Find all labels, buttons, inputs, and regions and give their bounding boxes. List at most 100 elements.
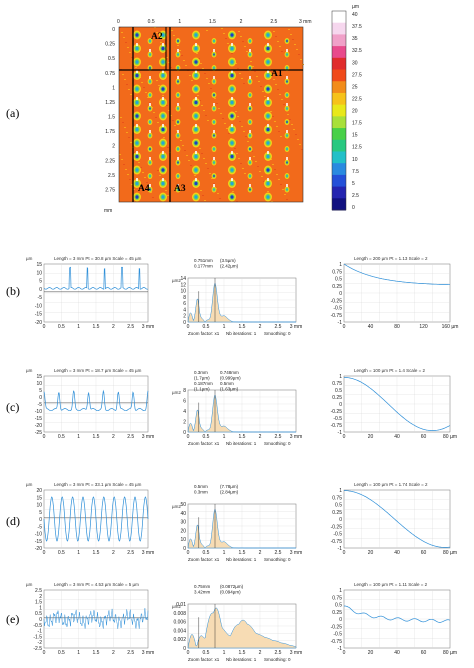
map-y-tick: 0: [112, 27, 115, 33]
x-tick: 2.5: [127, 434, 134, 440]
dimple-core: [177, 53, 179, 56]
dimple-highlight: [213, 76, 215, 79]
dimple-core: [266, 195, 270, 199]
dimple-core: [135, 100, 139, 105]
spectrum-unit: µm2: [172, 390, 181, 395]
map-texture: [209, 173, 211, 174]
dimple-core: [135, 195, 139, 199]
dimple-core: [249, 147, 251, 151]
dimple-core: [135, 154, 139, 159]
map-texture: [124, 127, 126, 128]
dimple-core: [194, 73, 198, 78]
map-texture: [251, 151, 253, 152]
map-texture: [274, 121, 276, 122]
map-texture: [127, 47, 129, 48]
dimple-highlight: [136, 43, 138, 46]
map-texture: [171, 30, 173, 31]
y-tick: 8: [183, 388, 186, 394]
y-tick: 15: [36, 374, 42, 380]
map-line-label: A4: [138, 184, 150, 194]
profile-header: Length = 3 mm Pt = 33.1 µm Scale = 45 µm: [54, 482, 142, 487]
map-texture: [245, 136, 247, 137]
dimple-core: [230, 154, 234, 159]
colorbar-tick: 35: [352, 36, 358, 42]
map-texture: [238, 31, 240, 32]
map-texture: [157, 122, 159, 123]
dimple-core: [286, 80, 288, 83]
dimple-core: [135, 60, 139, 64]
map-texture: [185, 65, 187, 66]
map-texture: [272, 164, 274, 165]
dimple-highlight: [249, 103, 251, 106]
dimple-highlight: [149, 184, 151, 187]
spectrum-footer: Smoothing: 0: [264, 557, 291, 562]
x-tick: 0: [187, 434, 190, 440]
map-texture: [202, 195, 204, 196]
y-tick: -10: [35, 409, 42, 415]
map-texture: [252, 66, 254, 67]
dimple-core: [266, 181, 270, 186]
map-texture: [290, 34, 292, 35]
x-tick: 0: [43, 650, 46, 656]
x-tick: 2: [112, 434, 115, 440]
dimple-highlight: [195, 151, 197, 154]
map-x-tick: 2: [240, 19, 243, 25]
map-texture: [205, 115, 207, 116]
dimple-core: [161, 60, 165, 64]
spectrum-annotation: 0.3mm: [194, 490, 208, 495]
spectrum-annotation: (2.84µm): [220, 490, 239, 495]
spectrum-footer: Nb iterations: 1: [226, 657, 257, 662]
x-tick: 1.5: [239, 434, 246, 440]
map-x-tick: 0: [117, 19, 120, 25]
dimple-core: [213, 161, 215, 164]
spectrum-annotation: (1.1µm): [194, 387, 210, 392]
dimple-core: [266, 127, 270, 132]
dimple-core: [266, 114, 270, 118]
map-y-tick: 2.75: [105, 187, 115, 193]
map-texture: [244, 173, 246, 174]
y-tick: -0.75: [331, 639, 343, 645]
x-tick: 0: [343, 550, 346, 556]
map-texture: [240, 163, 242, 164]
y-tick: 1: [39, 605, 42, 611]
map-texture: [276, 174, 278, 175]
dimple-core: [161, 100, 165, 105]
map-texture: [156, 32, 158, 33]
map-texture: [254, 71, 256, 72]
dimple-core: [249, 39, 251, 43]
spectrum-footer: Zoom factor: x1: [188, 657, 220, 662]
y-tick: 0.75: [332, 495, 342, 501]
dimple-core: [213, 134, 215, 137]
dimple-highlight: [231, 70, 233, 73]
dimple-highlight: [177, 49, 179, 52]
dimple-highlight: [149, 157, 151, 160]
y-tick: 0: [183, 430, 186, 436]
colorbar-unit: µm: [352, 4, 359, 10]
dimple-core: [249, 93, 251, 97]
y-tick: 8: [183, 295, 186, 301]
x-tick: 2.5: [275, 550, 282, 556]
dimple-core: [213, 147, 215, 151]
map-texture: [130, 142, 132, 143]
x-tick: 2: [112, 550, 115, 556]
dimple-core: [249, 134, 251, 137]
map-texture: [153, 112, 155, 113]
dimple-core: [266, 46, 270, 51]
x-tick: 2: [259, 434, 262, 440]
dimple-highlight: [213, 130, 215, 133]
dimple-core: [177, 134, 179, 137]
map-texture: [213, 183, 215, 184]
spectrum-footer: Smoothing: 0: [264, 657, 291, 662]
x-tick: 1: [223, 550, 226, 556]
map-texture: [287, 114, 289, 115]
dimple-highlight: [231, 43, 233, 46]
x-tick: 20: [368, 434, 374, 440]
map-texture: [301, 149, 303, 150]
x-tick: 1: [223, 650, 226, 656]
y-tick: 0: [339, 291, 342, 297]
dimple-highlight: [213, 49, 215, 52]
map-x-tick: 0.5: [148, 19, 155, 25]
map-texture: [128, 89, 130, 90]
dimple-core: [161, 114, 165, 118]
map-texture: [166, 105, 168, 106]
